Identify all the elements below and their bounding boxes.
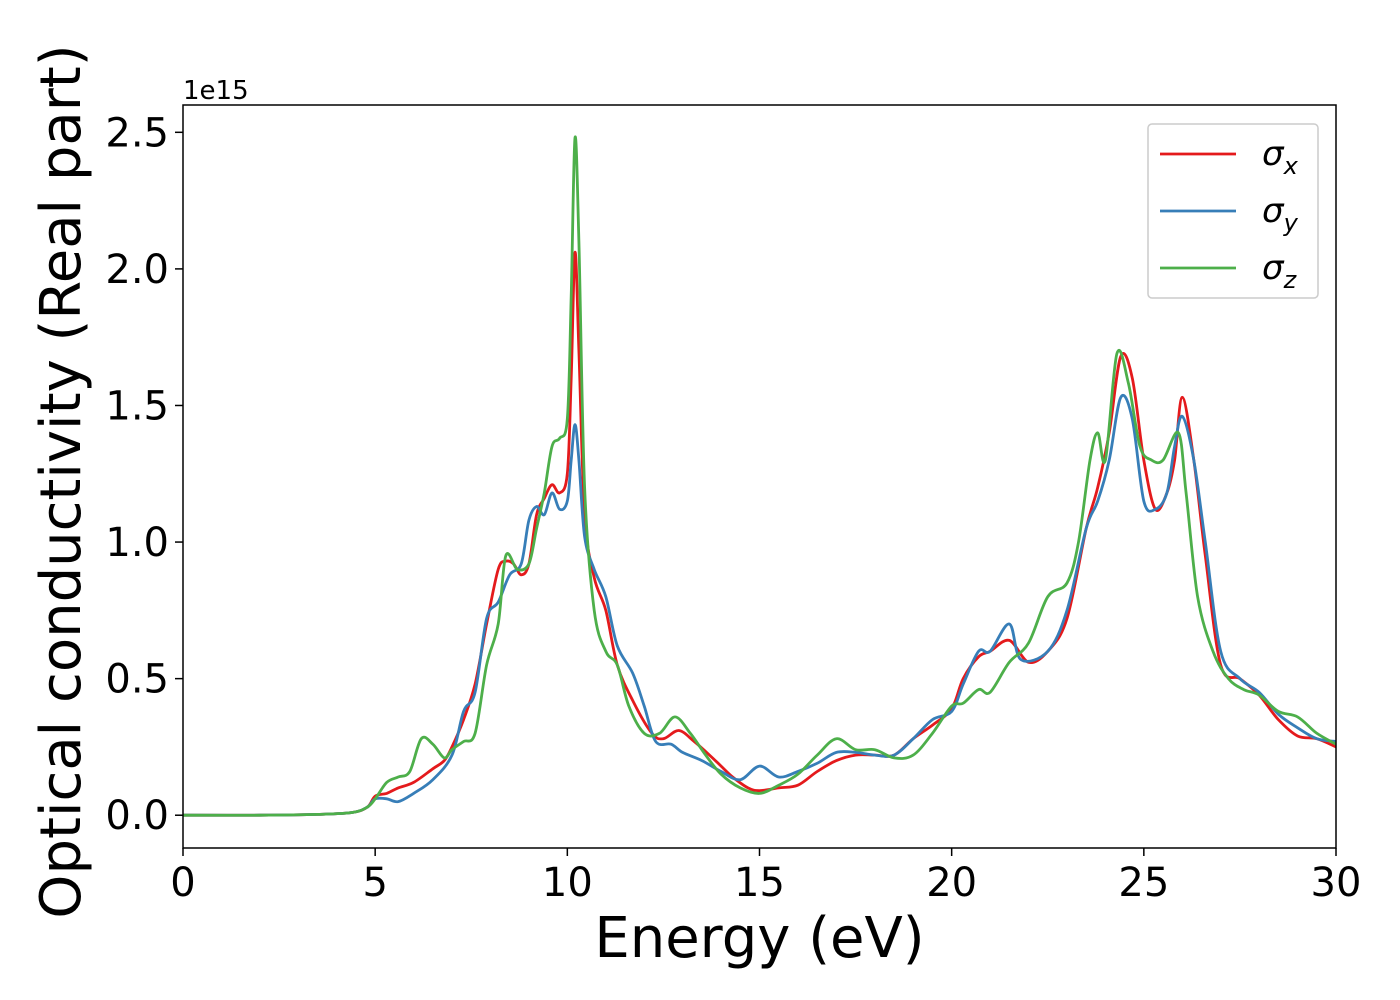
y-tick-label: 1.0: [105, 520, 169, 566]
x-tick-label: 25: [1118, 860, 1169, 906]
series-line-y: [183, 394, 1336, 817]
x-tick-label: 15: [734, 860, 785, 906]
x-tick-label: 30: [1311, 860, 1362, 906]
y-axis-label: Optical conductivity (Real part): [29, 44, 94, 918]
series-line-z: [183, 135, 1336, 817]
x-tick-label: 10: [542, 860, 593, 906]
y-tick-label: 2.5: [105, 110, 169, 156]
ticks-layer: 0 5 10 15 20 25 30 0.0 0.5 1.0 1.5 2.0 2.5: [105, 110, 1361, 906]
legend: σx σy σz: [1147, 123, 1319, 299]
x-axis-label: Energy (eV): [594, 906, 924, 971]
y-tick-label: 1.5: [105, 383, 169, 429]
x-tick-label: 5: [362, 860, 387, 906]
x-tick-label: 0: [170, 860, 195, 906]
y-tick-label: 0.5: [105, 657, 169, 703]
y-tick-label: 2.0: [105, 247, 169, 293]
x-tick-label: 20: [926, 860, 977, 906]
legend-label-z: σz: [1262, 248, 1298, 294]
legend-label-x: σx: [1262, 134, 1299, 180]
series-line-x: [183, 251, 1336, 817]
y-tick-label: 0.0: [105, 793, 169, 839]
legend-label-y: σy: [1262, 191, 1299, 237]
series-layer: [183, 135, 1336, 817]
y-offset-label: 1e15: [183, 76, 249, 106]
